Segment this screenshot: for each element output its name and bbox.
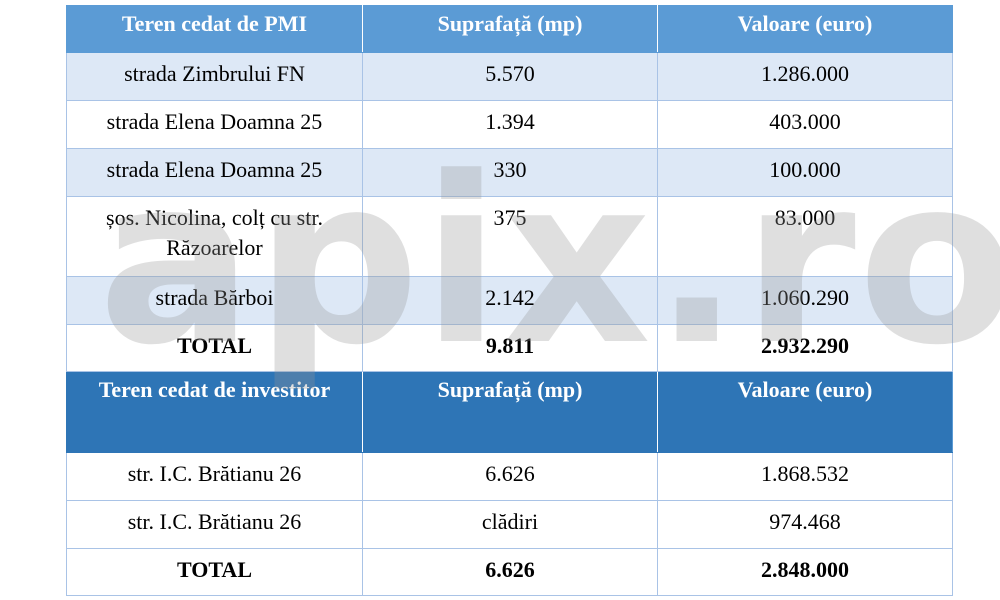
- table-row: strada Elena Doamna 25 330 100.000: [66, 148, 953, 197]
- table-row: strada Zimbrului FN 5.570 1.286.000: [66, 52, 953, 101]
- table-row: șos. Nicolina, colț cu str. Răzoarelor 3…: [66, 196, 953, 277]
- table2-header-row: Teren cedat de investitor Suprafață (mp)…: [66, 371, 953, 453]
- total-value: 2.848.000: [657, 548, 953, 596]
- value-cell: 1.060.290: [657, 276, 953, 325]
- area-cell: clădiri: [362, 500, 658, 549]
- area-cell: 330: [362, 148, 658, 197]
- table-row: strada Bărboi 2.142 1.060.290: [66, 276, 953, 325]
- total-area: 9.811: [362, 324, 658, 372]
- land-cell: strada Bărboi: [66, 276, 363, 325]
- total-value: 2.932.290: [657, 324, 953, 372]
- table2-header-area: Suprafață (mp): [362, 371, 658, 453]
- value-cell: 1.868.532: [657, 452, 953, 501]
- table1-total-row: TOTAL 9.811 2.932.290: [66, 324, 953, 372]
- total-label: TOTAL: [66, 324, 363, 372]
- value-cell: 100.000: [657, 148, 953, 197]
- table1-header-land: Teren cedat de PMI: [66, 5, 363, 53]
- table-row: strada Elena Doamna 25 1.394 403.000: [66, 100, 953, 149]
- total-label: TOTAL: [66, 548, 363, 596]
- land-cell: șos. Nicolina, colț cu str. Răzoarelor: [66, 196, 363, 277]
- area-cell: 2.142: [362, 276, 658, 325]
- land-cell: str. I.C. Brătianu 26: [66, 452, 363, 501]
- table2-header-value: Valoare (euro): [657, 371, 953, 453]
- area-cell: 1.394: [362, 100, 658, 149]
- value-cell: 974.468: [657, 500, 953, 549]
- value-cell: 83.000: [657, 196, 953, 277]
- value-cell: 403.000: [657, 100, 953, 149]
- land-cell: strada Elena Doamna 25: [66, 100, 363, 149]
- area-cell: 6.626: [362, 452, 658, 501]
- table-row: str. I.C. Brătianu 26 6.626 1.868.532: [66, 452, 953, 501]
- total-area: 6.626: [362, 548, 658, 596]
- land-cell: str. I.C. Brătianu 26: [66, 500, 363, 549]
- table1-header-area: Suprafață (mp): [362, 5, 658, 53]
- area-cell: 375: [362, 196, 658, 277]
- table2-header-land: Teren cedat de investitor: [66, 371, 363, 453]
- table1-header-row: Teren cedat de PMI Suprafață (mp) Valoar…: [66, 5, 953, 53]
- land-exchange-table: Teren cedat de PMI Suprafață (mp) Valoar…: [66, 5, 953, 596]
- area-cell: 5.570: [362, 52, 658, 101]
- table1-header-value: Valoare (euro): [657, 5, 953, 53]
- land-cell: strada Zimbrului FN: [66, 52, 363, 101]
- value-cell: 1.286.000: [657, 52, 953, 101]
- table2-total-row: TOTAL 6.626 2.848.000: [66, 548, 953, 596]
- land-cell: strada Elena Doamna 25: [66, 148, 363, 197]
- table-row: str. I.C. Brătianu 26 clădiri 974.468: [66, 500, 953, 549]
